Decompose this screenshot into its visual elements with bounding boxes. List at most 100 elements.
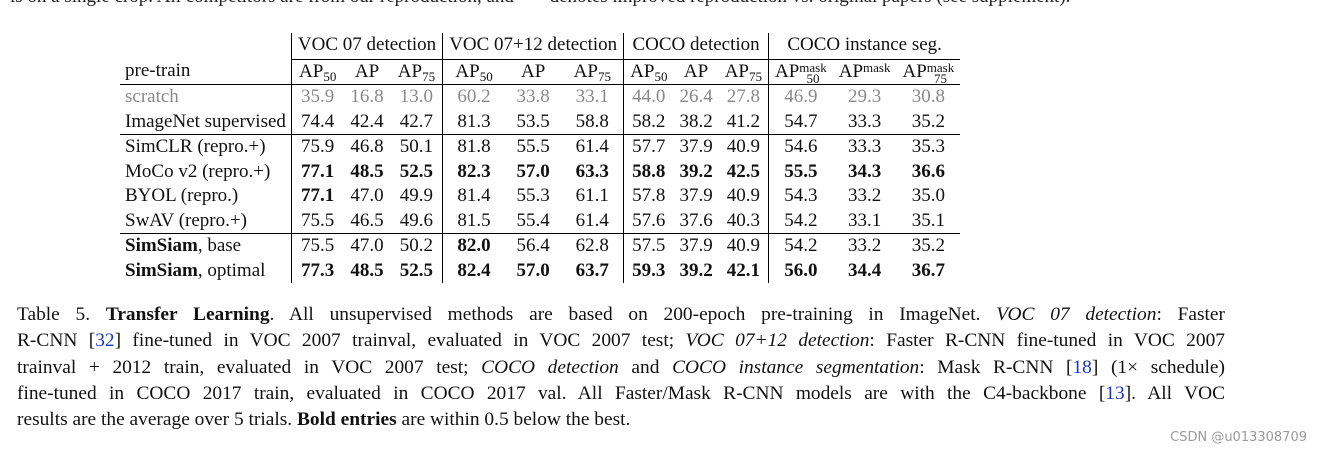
citation-link[interactable]: 32	[95, 330, 115, 352]
table-cell: 61.4	[575, 209, 609, 231]
column-header-apmask: AP mask	[832, 59, 897, 85]
caption-text: and	[631, 356, 660, 378]
column-header-pretrain: pre-train	[120, 59, 292, 85]
table-cell: 42.1	[726, 259, 760, 281]
table-cell: 57.6	[623, 208, 674, 234]
caption-text: . All VOC	[1131, 382, 1226, 404]
table-cell: 29.3	[848, 86, 882, 107]
column-header-subscript: 50	[323, 68, 337, 84]
table-cell: 46.9	[767, 84, 833, 110]
table-cell: 37.9	[679, 185, 713, 206]
table-cell: 81.5	[442, 208, 505, 234]
table-cell: 34.4	[848, 259, 882, 281]
caption-line-2: R-CNN [32] fine-tuned in VOC 2007 trainv…	[17, 330, 1225, 352]
caption-text: : Mask R-CNN	[919, 356, 1054, 378]
table-cell: 39.2	[679, 259, 713, 281]
column-header-scripts: mask 50	[799, 61, 826, 86]
column-header-ap75: AP75	[718, 59, 769, 85]
table-cell: 38.2	[679, 110, 713, 132]
table-cell: 81.8	[442, 134, 505, 160]
table-cell: 55.4	[516, 209, 550, 231]
table-cell: 47.0	[350, 185, 384, 206]
row-label-text: MoCo v2 (repro.+)	[125, 160, 271, 182]
table-cell: 61.4	[561, 134, 624, 160]
table-cell: 37.6	[679, 209, 713, 231]
table-row: SimSiam, base 75.5 47.0 50.2 82.0 56.4 62.8 57.…	[120, 233, 961, 259]
column-header-ap50: AP50	[623, 59, 674, 85]
row-label-text: ImageNet supervised	[125, 110, 286, 132]
caption-text: : Faster	[1156, 304, 1225, 325]
table-cell: 36.7	[911, 259, 945, 281]
table-cell: 50.1	[390, 134, 443, 160]
row-label-text: scratch	[125, 86, 179, 107]
transfer-learning-table: VOC 07 detection VOC 07+12 detection COC…	[120, 33, 961, 283]
column-header-subscript: 50	[479, 68, 493, 84]
table-cell: 13.0	[399, 86, 434, 107]
table-cell: 57.0	[516, 160, 550, 182]
group-header-voc0712: VOC 07+12 detection	[442, 33, 624, 60]
caption-text: . All unsupervised methods are based on …	[269, 304, 981, 325]
table-cell: 37.9	[673, 233, 719, 259]
row-label-variant: , optimal	[197, 259, 266, 281]
table-cell: 82.3	[442, 159, 505, 184]
table-cell: 41.2	[726, 110, 760, 132]
column-header-apmask50: AP mask 50	[767, 59, 833, 86]
caption-text: fine-tuned in COCO 2017 train, evaluated…	[17, 382, 1087, 404]
column-header-label: AP	[683, 60, 709, 82]
table-cell: 35.3	[896, 134, 961, 160]
table-cell: 42.4	[350, 110, 384, 132]
row-label-text: SimCLR (repro.+)	[125, 136, 266, 157]
table-cell: 49.9	[399, 185, 434, 206]
column-header-base: AP	[573, 60, 598, 82]
column-header-subscript: 50	[806, 70, 820, 86]
table-cell: 56.4	[504, 233, 562, 259]
row-label: SimCLR (repro.+)	[120, 134, 292, 160]
row-label: ImageNet supervised	[120, 110, 291, 135]
table-cell: 54.7	[767, 109, 833, 135]
table-cell: 48.5	[350, 259, 384, 281]
table-cell: 77.1	[290, 184, 344, 209]
citation-link[interactable]: 13	[1105, 382, 1125, 404]
table-cell: 40.9	[718, 233, 769, 259]
column-header-base: AP	[902, 60, 927, 82]
table-cell: 40.9	[718, 134, 769, 160]
table-cell: 62.8	[561, 233, 624, 259]
table-cell: 57.5	[623, 233, 674, 259]
column-header-ap: AP	[504, 59, 562, 85]
table-cell: 61.1	[575, 185, 609, 206]
group-header-coco-det: COCO detection	[623, 33, 769, 60]
table-cell: 33.3	[848, 110, 882, 132]
row-label: SwAV (repro.+)	[120, 209, 291, 234]
table-cell: 49.6	[399, 209, 434, 231]
table-cell: 44.0	[623, 84, 674, 110]
row-label-text: SwAV (repro.+)	[125, 209, 247, 231]
table-cell: 55.5	[504, 134, 562, 160]
row-label: scratch	[120, 85, 291, 110]
column-header-ap75: AP75	[561, 59, 624, 85]
column-header-row: pre-train AP50 AP AP75 AP50 AP AP75 AP50 AP AP75…	[120, 59, 961, 86]
citation-link[interactable]: 18	[1072, 356, 1092, 378]
column-header-subscript: 50	[654, 68, 668, 84]
table-cell: 52.5	[399, 160, 434, 182]
caption-voc07-term: VOC 07 detection	[996, 304, 1157, 325]
table-cell: 77.3	[290, 258, 344, 283]
table-cell: 35.2	[896, 233, 961, 259]
table-cell: 50.2	[390, 233, 443, 259]
table-cell: 36.6	[911, 160, 945, 182]
table-cell: 82.4	[442, 258, 505, 283]
table-cell: 57.8	[623, 184, 674, 209]
table-cell: 30.8	[911, 86, 945, 107]
table-cell: 54.3	[767, 184, 833, 209]
caption-line-4: fine-tuned in COCO 2017 train, evaluated…	[17, 382, 1226, 404]
caption-line-1: Table 5. Transfer Learning. All unsuperv…	[17, 302, 1225, 328]
row-label-method: SimSiam	[125, 259, 198, 281]
column-header-subscript: 75	[422, 68, 436, 84]
column-header-subscript: 75	[934, 70, 948, 86]
table-cell: 63.7	[575, 259, 609, 281]
column-header-scripts: mask	[863, 61, 890, 84]
table-cell: 16.8	[350, 86, 384, 107]
caption-heading: Transfer Learning	[105, 304, 270, 325]
caption-coco-det-term: COCO detection	[481, 356, 619, 378]
table-cell: 58.8	[575, 110, 609, 132]
column-header-superscript: mask	[926, 59, 955, 75]
